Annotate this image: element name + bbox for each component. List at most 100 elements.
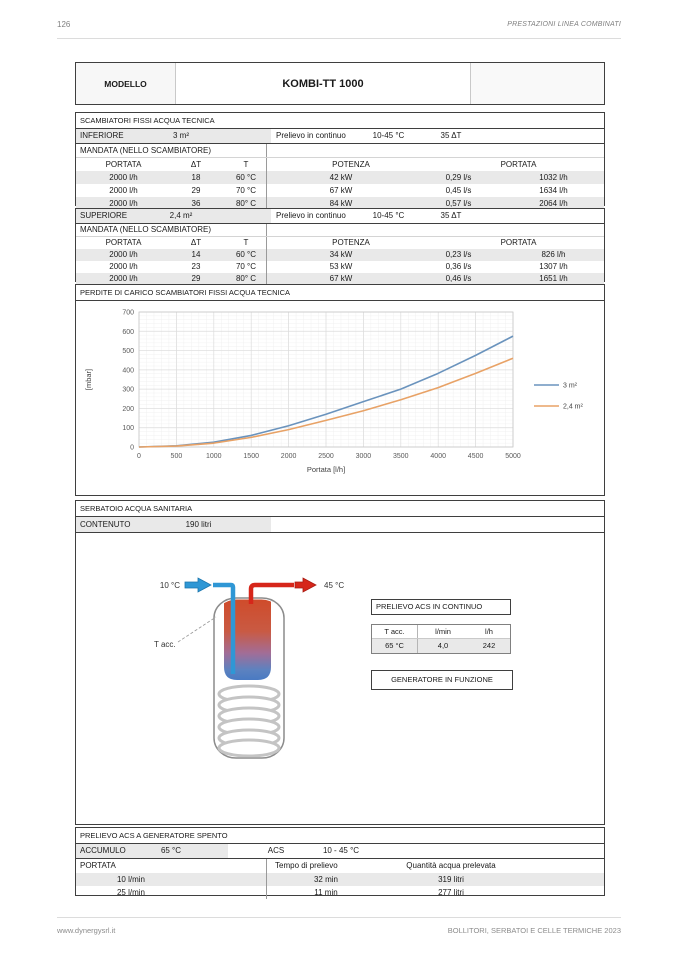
- cell-ls: 0,36 l/s: [445, 262, 472, 271]
- contenuto-row: CONTENUTO 190 litri: [76, 517, 604, 533]
- prelievo-acs-box: PRELIEVO ACS IN CONTINUO T acc. l/min l/…: [371, 599, 511, 654]
- prelievo-range: 10-45 °C: [372, 211, 405, 220]
- acs-value: 10 - 45 °C: [322, 846, 360, 855]
- cell-t: 60 °C: [235, 173, 257, 182]
- cell-dt: 29: [191, 186, 201, 195]
- cold-temp-label: 10 °C: [160, 581, 180, 590]
- superiore-subheader: SUPERIORE 2,4 m² Prelievo in continuo 10…: [76, 209, 604, 224]
- section-serbatoio: SERBATOIO ACQUA SANITARIA CONTENUTO 190 …: [75, 500, 605, 825]
- cell-portata: 2000 l/h: [109, 186, 138, 195]
- svg-text:3 m²: 3 m²: [563, 383, 578, 390]
- column-divider: [266, 249, 267, 261]
- heating-coil: [217, 684, 281, 758]
- section-generatore-spento: PRELIEVO ACS A GENERATORE SPENTO ACCUMUL…: [75, 827, 605, 899]
- svg-text:200: 200: [122, 406, 134, 413]
- prelievo-range: 10-45 °C: [372, 131, 405, 140]
- column-divider: [266, 859, 267, 873]
- cell-kw: 42 kW: [329, 173, 353, 182]
- prelievo-label: Prelievo in continuo: [276, 211, 346, 220]
- model-box: MODELLO KOMBI-TT 1000: [75, 62, 605, 105]
- cell-ls: 0,45 l/s: [445, 186, 472, 195]
- header-section-title: PRESTAZIONI LINEA COMBINATI: [507, 21, 621, 28]
- cell-portata: 2000 l/h: [109, 199, 138, 208]
- svg-text:2,4 m²: 2,4 m²: [563, 404, 584, 411]
- column-divider: [266, 171, 267, 184]
- exchanger-name: SUPERIORE: [80, 211, 128, 220]
- cold-arrow-icon: [184, 577, 212, 593]
- cell-lh: 1651 l/h: [539, 274, 568, 283]
- column-divider: [266, 261, 267, 273]
- cell-t: 80° C: [235, 199, 257, 208]
- shaded-cell: [76, 844, 228, 858]
- cell-t: 70 °C: [235, 262, 257, 271]
- column-divider: [266, 886, 267, 899]
- model-value-cell: KOMBI-TT 1000: [176, 63, 471, 104]
- svg-text:4500: 4500: [468, 453, 484, 460]
- hot-outlet-pipe: [248, 582, 294, 604]
- exchanger-area: 3 m²: [173, 131, 189, 140]
- column-header-row: PORTATA ΔT T POTENZA PORTATA: [76, 157, 604, 171]
- cell-portata: 2000 l/h: [109, 250, 138, 259]
- prelievo-dt: 35 ΔT: [440, 211, 462, 220]
- prelievo-dt: 35 ΔT: [440, 131, 462, 140]
- svg-text:1500: 1500: [243, 453, 259, 460]
- svg-text:0: 0: [130, 445, 134, 452]
- model-label: MODELLO: [104, 78, 147, 89]
- col-portata: PORTATA: [105, 160, 142, 169]
- section-pressure-loss: PERDITE DI CARICO SCAMBIATORI FISSI ACQU…: [75, 284, 605, 496]
- cell-ls: 0,23 l/s: [445, 250, 472, 259]
- col-potenza: POTENZA: [332, 160, 370, 169]
- svg-text:2000: 2000: [281, 453, 297, 460]
- svg-text:2500: 2500: [318, 453, 334, 460]
- shaded-cell: [76, 129, 271, 143]
- cell-lmin: 4,0: [437, 641, 449, 650]
- cell-quantita: 277 litri: [438, 888, 464, 897]
- section-exchanger-inferiore: SCAMBIATORI FISSI ACQUA TECNICA INFERIOR…: [75, 112, 605, 210]
- cell-dt: 14: [191, 250, 201, 259]
- generator-status-box: GENERATORE IN FUNZIONE: [371, 670, 513, 690]
- svg-text:300: 300: [122, 387, 134, 394]
- exchanger-area: 2,4 m²: [169, 211, 193, 220]
- col-t: T: [243, 160, 249, 169]
- shaded-cell: [76, 517, 271, 532]
- cell-lh: 1307 l/h: [539, 262, 568, 271]
- table-row: 2000 l/h 23 70 °C 53 kW 0,36 l/s 1307 l/h: [76, 261, 604, 273]
- accumulo-label: ACCUMULO: [80, 846, 126, 855]
- cell-kw: 67 kW: [329, 186, 353, 195]
- table-row: 2000 l/h 29 70 °C 67 kW 0,45 l/s 1634 l/h: [76, 184, 604, 197]
- section-title: SCAMBIATORI FISSI ACQUA TECNICA: [76, 113, 604, 129]
- col-portata2: PORTATA: [500, 160, 537, 169]
- cell-t: 80° C: [235, 274, 257, 283]
- svg-text:0: 0: [137, 453, 141, 460]
- svg-text:100: 100: [122, 425, 134, 432]
- cell-portata: 10 l/min: [116, 875, 145, 884]
- cell-portata: 2000 l/h: [109, 173, 138, 182]
- column-divider: [266, 184, 267, 197]
- cell-ls: 0,46 l/s: [445, 274, 472, 283]
- cell-dt: 36: [191, 199, 201, 208]
- cell-kw: 67 kW: [329, 274, 353, 283]
- table-row: 25 l/min 11 min 277 litri: [76, 886, 604, 899]
- inferiore-subheader: INFERIORE 3 m² Prelievo in continuo 10-4…: [76, 129, 604, 144]
- cell-portata: 2000 l/h: [109, 274, 138, 283]
- svg-text:1000: 1000: [206, 453, 222, 460]
- cold-inlet-pipe: [213, 582, 236, 674]
- hot-temp-label: 45 °C: [324, 581, 344, 590]
- tank-section-title: SERBATOIO ACQUA SANITARIA: [76, 501, 604, 517]
- svg-text:400: 400: [122, 367, 134, 374]
- cell-lh: 1634 l/h: [539, 186, 568, 195]
- model-value: KOMBI-TT 1000: [282, 77, 364, 90]
- cell-lh: 242: [482, 641, 496, 650]
- column-divider: [266, 144, 267, 157]
- svg-text:500: 500: [122, 348, 134, 355]
- svg-text:5000: 5000: [505, 453, 521, 460]
- col-portata: PORTATA: [80, 861, 116, 870]
- table-row: 2000 l/h 29 80° C 67 kW 0,46 l/s 1651 l/h: [76, 273, 604, 285]
- pressure-loss-chart: 0 500 1000 1500 2000 2500 3000 3500 4000 4500 5000…: [84, 310, 584, 475]
- cell-t: 70 °C: [235, 186, 257, 195]
- cell-kw: 34 kW: [329, 250, 353, 259]
- prelievo-acs-table: T acc. l/min l/h 65 °C 4,0 242: [371, 624, 511, 654]
- chart-title: PERDITE DI CARICO SCAMBIATORI FISSI ACQU…: [76, 285, 604, 301]
- column-divider: [266, 873, 267, 886]
